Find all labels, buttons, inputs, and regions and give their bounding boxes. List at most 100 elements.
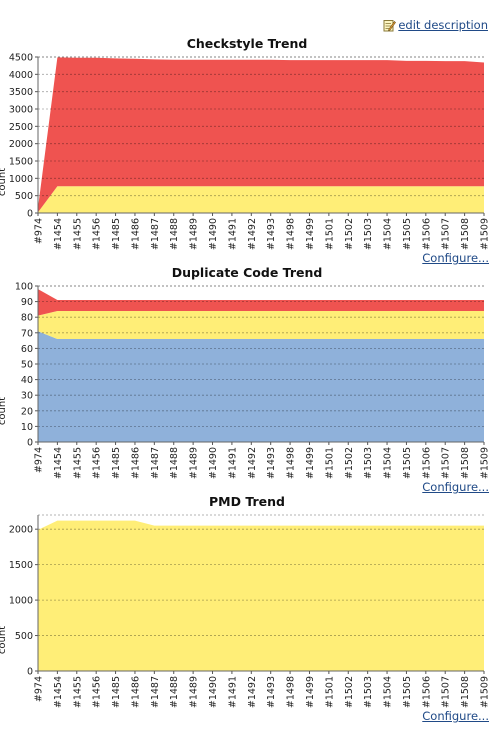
x-tick-label: #1490 [208, 676, 219, 708]
y-tick-label: 20 [21, 406, 33, 417]
x-tick-label: #1455 [72, 676, 83, 708]
pmd-trend-chart: 0 500 1000 1500 2000 count #974 #1454 #1455 #1456… [0, 514, 491, 708]
area-series-2 [38, 289, 484, 316]
x-tick-label: #1486 [130, 218, 141, 250]
x-tick-label: #1509 [480, 447, 491, 479]
x-tick-label: #1488 [169, 447, 180, 479]
x-tick-label: #1502 [344, 676, 355, 708]
x-tick-label: #1501 [324, 218, 335, 250]
y-tick-label: 50 [21, 360, 33, 371]
x-tick-label: #1498 [286, 447, 297, 479]
x-tick-label: #1502 [344, 447, 355, 479]
y-tick-label: 100 [15, 282, 33, 293]
x-tick-label: #1506 [421, 447, 432, 479]
configure-link-pmd[interactable]: Configure... [422, 709, 489, 723]
x-tick-label: #1454 [53, 676, 64, 708]
y-axis-label: count [0, 397, 8, 425]
x-tick-label: #1489 [189, 447, 200, 479]
x-tick-label: #1492 [247, 218, 258, 250]
configure-link-duplicate-code[interactable]: Configure... [422, 480, 489, 494]
x-tick-label: #1504 [383, 447, 394, 479]
x-tick-label: #1504 [383, 218, 394, 250]
x-tick-label: #1508 [460, 218, 471, 250]
x-tick-label: #1505 [402, 447, 413, 479]
x-tick-label: #1491 [227, 676, 238, 708]
y-tick-label: 0 [27, 438, 33, 449]
x-tick-label: #1498 [286, 676, 297, 708]
x-tick-label: #974 [34, 218, 45, 244]
x-tick-label: #1503 [363, 218, 374, 250]
y-tick-label: 10 [21, 422, 33, 433]
x-tick-label: #1493 [266, 447, 277, 479]
y-tick-label: 1500 [9, 560, 33, 571]
chart-title-pmd: PMD Trend [209, 494, 285, 509]
x-tick-label: #1488 [169, 676, 180, 708]
x-tick-label: #1456 [92, 447, 103, 479]
x-tick-label: #1454 [53, 218, 64, 250]
x-tick-label: #1490 [208, 447, 219, 479]
x-tick-label: #1509 [480, 218, 491, 250]
x-tick-label: #1505 [402, 676, 413, 708]
x-tick-label: #1509 [480, 676, 491, 708]
checkstyle-trend-chart: 0 500 1000 1500 2000 2500 3000 3500 4000 4500 coun… [0, 53, 491, 251]
x-tick-label: #1485 [111, 218, 122, 250]
y-tick-label: 80 [21, 313, 33, 324]
x-tick-label: #1488 [169, 218, 180, 250]
chart-title-checkstyle: Checkstyle Trend [186, 36, 308, 51]
x-tick-label: #974 [34, 447, 45, 473]
y-tick-label: 2000 [9, 525, 33, 536]
x-tick-label: #1492 [247, 447, 258, 479]
x-tick-label: #1501 [324, 676, 335, 708]
y-tick-label: 2000 [9, 139, 33, 150]
x-tick-label: #1501 [324, 447, 335, 479]
x-tick-label: #1508 [460, 676, 471, 708]
x-tick-label: #1506 [421, 676, 432, 708]
x-tick-label: #1456 [92, 676, 103, 708]
edit-note-icon [383, 19, 397, 31]
edit-description-label[interactable]: edit description [398, 18, 488, 32]
y-tick-label: 500 [15, 631, 33, 642]
y-axis-label: count [0, 168, 8, 196]
y-tick-label: 1000 [9, 596, 33, 607]
x-tick-label: #1485 [111, 676, 122, 708]
x-tick-label: #1487 [150, 676, 161, 708]
area-series-1 [38, 310, 484, 340]
x-tick-label: #1455 [72, 218, 83, 250]
x-tick-label: #1499 [305, 218, 316, 250]
y-tick-label: 4000 [9, 70, 33, 81]
duplicate-code-trend-chart: 0 10 20 30 40 50 60 70 80 90 100 count #974 #1454 #145… [0, 282, 491, 480]
x-tick-label: #1489 [189, 218, 200, 250]
x-tick-label: #1485 [111, 447, 122, 479]
y-tick-label: 0 [27, 209, 33, 220]
chart-title-duplicate-code: Duplicate Code Trend [171, 265, 323, 280]
x-tick-label: #1493 [266, 218, 277, 250]
x-tick-label: #974 [34, 676, 45, 702]
area-series-0 [38, 520, 484, 671]
x-tick-label: #1491 [227, 447, 238, 479]
x-tick-label: #1507 [441, 218, 452, 250]
x-tick-label: #1486 [130, 676, 141, 708]
x-tick-label: #1503 [363, 676, 374, 708]
x-tick-label: #1504 [383, 676, 394, 708]
x-tick-label: #1506 [421, 218, 432, 250]
y-tick-label: 30 [21, 391, 33, 402]
area-series-0 [38, 331, 484, 442]
area-series-0 [38, 186, 484, 213]
y-tick-label: 1500 [9, 157, 33, 168]
y-tick-label: 60 [21, 344, 33, 355]
x-tick-label: #1492 [247, 676, 258, 708]
y-tick-label: 3500 [9, 87, 33, 98]
edit-description-link[interactable]: edit description [383, 18, 488, 32]
x-tick-label: #1508 [460, 447, 471, 479]
x-tick-label: #1487 [150, 447, 161, 479]
configure-link-checkstyle[interactable]: Configure... [422, 251, 489, 265]
x-tick-label: #1487 [150, 218, 161, 250]
x-tick-label: #1454 [53, 447, 64, 479]
area-series-1 [38, 57, 484, 213]
y-tick-label: 4500 [9, 53, 33, 64]
x-tick-label: #1489 [189, 676, 200, 708]
x-tick-label: #1499 [305, 676, 316, 708]
x-tick-label: #1507 [441, 676, 452, 708]
y-tick-label: 3000 [9, 105, 33, 116]
x-tick-label: #1498 [286, 218, 297, 250]
